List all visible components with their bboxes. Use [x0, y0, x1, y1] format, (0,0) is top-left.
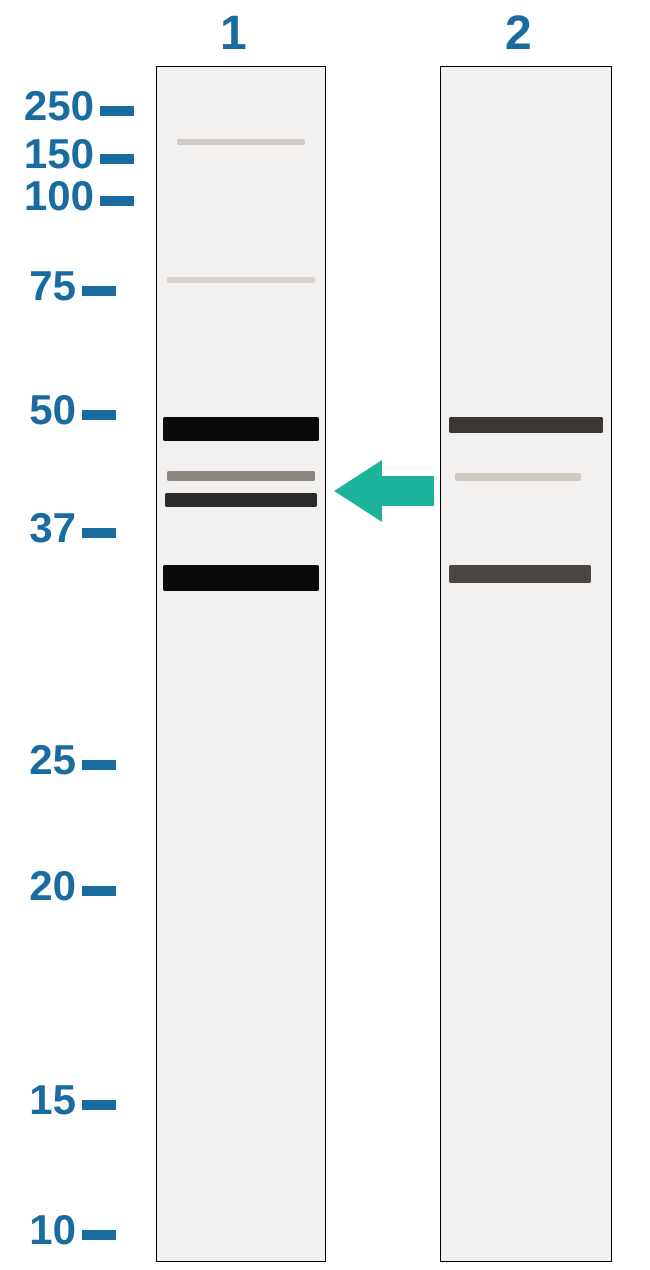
- lane1-band-faint: [167, 471, 315, 481]
- mw-tick-250: [100, 106, 134, 116]
- mw-tick-50: [82, 410, 116, 420]
- lane-1: [156, 66, 326, 1262]
- mw-tick-10: [82, 1230, 116, 1240]
- mw-label-10: 10: [29, 1206, 76, 1254]
- lane-label-1: 1: [220, 6, 247, 61]
- mw-tick-25: [82, 760, 116, 770]
- lane1-band-a: [177, 139, 305, 145]
- mw-label-37: 37: [29, 504, 76, 552]
- mw-label-150: 150: [24, 130, 94, 178]
- mw-label-15: 15: [29, 1076, 76, 1124]
- mw-label-250: 250: [24, 82, 94, 130]
- mw-tick-150: [100, 154, 134, 164]
- lane-label-2: 2: [505, 6, 532, 61]
- lane2-band-50: [449, 417, 603, 433]
- lane1-band-lower: [163, 565, 319, 591]
- mw-tick-15: [82, 1100, 116, 1110]
- mw-label-50: 50: [29, 386, 76, 434]
- lane2-band-lower: [449, 565, 591, 583]
- lane1-band-target: [165, 493, 317, 507]
- mw-label-100: 100: [24, 172, 94, 220]
- lane1-band-b: [167, 277, 315, 283]
- mw-tick-37: [82, 528, 116, 538]
- lane1-band-50: [163, 417, 319, 441]
- mw-label-20: 20: [29, 862, 76, 910]
- mw-label-25: 25: [29, 736, 76, 784]
- target-arrow-icon: [334, 456, 434, 526]
- lane-2: [440, 66, 612, 1262]
- blot-figure: 1 2 250 150 100 75 50 37 25 20 15 10: [0, 0, 650, 1270]
- mw-tick-75: [82, 286, 116, 296]
- lane2-band-faint: [455, 473, 581, 481]
- mw-label-75: 75: [29, 262, 76, 310]
- mw-tick-20: [82, 886, 116, 896]
- mw-tick-100: [100, 196, 134, 206]
